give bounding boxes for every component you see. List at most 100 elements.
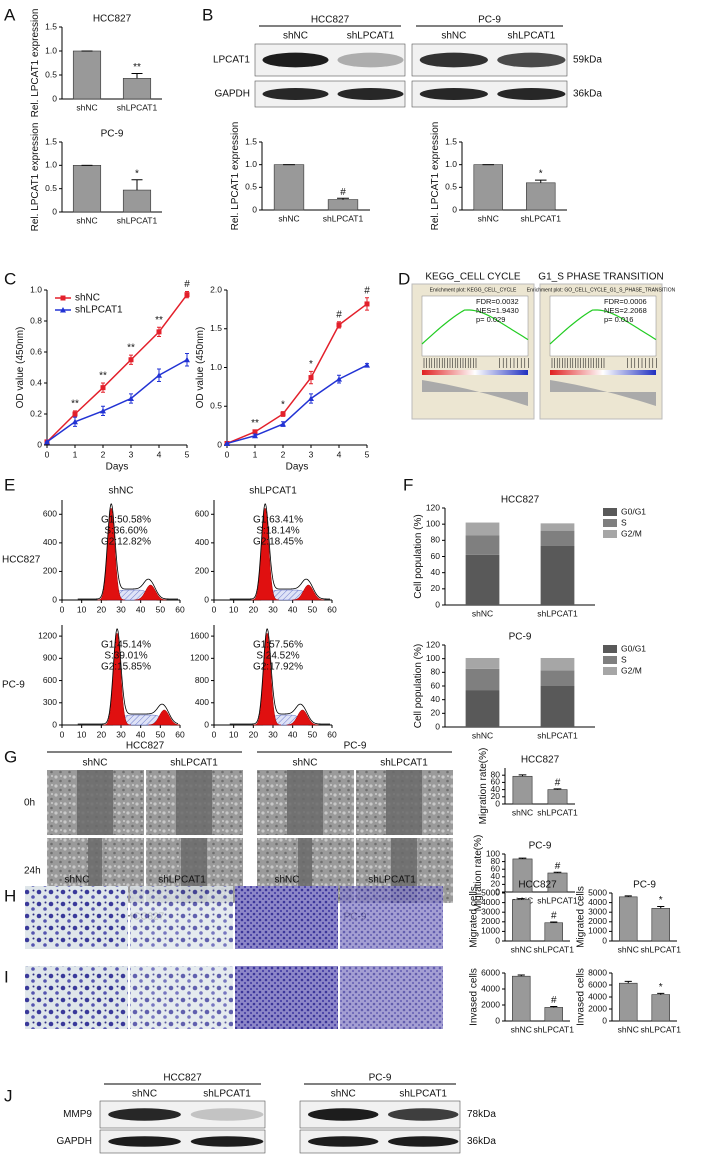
significance: * [659, 982, 663, 993]
bar [327, 199, 359, 211]
cycle-stat: G2:17.92% [253, 662, 303, 673]
y-tick-label: 40 [431, 694, 441, 704]
y-tick-label: 0 [52, 206, 57, 216]
error-bar [131, 179, 143, 191]
lane-label: shNC [64, 875, 89, 886]
size-label: 78kDa [467, 1109, 496, 1120]
x-tick-label: shLPCAT1 [537, 807, 578, 817]
bar [526, 182, 556, 211]
x-tick-label: shLPCAT1 [323, 213, 364, 223]
y-tick-label: 800 [195, 675, 209, 685]
g2-peak [148, 709, 181, 726]
error-bar [517, 898, 525, 900]
gsea-stat: p= 0.029 [476, 315, 505, 324]
chart-title: HCC827 [518, 880, 557, 891]
y-tick-label: 200 [43, 566, 57, 576]
y-axis-label: Rel. LPCAT1 expression [30, 123, 41, 232]
g2-peak [134, 584, 167, 601]
y-tick-label: 100 [486, 848, 500, 858]
y-tick-label: 1.0 [445, 159, 457, 169]
gsea-stat: FDR=0.0032 [476, 297, 519, 306]
bar [547, 789, 568, 805]
y-tick-label: 1000 [588, 926, 607, 936]
micrograph [130, 966, 233, 1029]
y-tick-label: 0 [252, 204, 257, 214]
lane-label: shNC [274, 875, 299, 886]
bar-segment [540, 657, 575, 671]
gsea-metric [422, 380, 528, 406]
x-tick-label: shLPCAT1 [534, 1024, 575, 1034]
x-tick-label: 5 [365, 449, 370, 459]
x-tick-label: 40 [136, 604, 146, 614]
gsea-stat: p= 0.016 [604, 315, 633, 324]
x-tick-label: 30 [116, 729, 126, 739]
time-label: 24h [24, 866, 41, 877]
x-tick-label: 30 [268, 604, 278, 614]
x-tick-label: 0 [45, 449, 50, 459]
y-tick-label: 20 [431, 708, 441, 718]
cycle-stat: G1:63.41% [253, 515, 303, 526]
x-tick-label: shNC [278, 213, 299, 223]
x-tick-label: shNC [618, 1024, 639, 1034]
y-tick-label: 4000 [588, 991, 607, 1001]
band [190, 1136, 264, 1147]
y-axis-label: Migrated cells [575, 886, 586, 948]
micrograph [130, 886, 233, 949]
y-tick-label: 0 [204, 719, 209, 729]
error-bar [553, 788, 562, 790]
lane-label: shLPCAT1 [347, 31, 395, 42]
y-tick-label: 20 [491, 879, 501, 889]
blot-frame [99, 1129, 266, 1154]
gsea-metric [550, 380, 656, 406]
bar [544, 922, 563, 942]
x-tick-label: shLPCAT1 [537, 895, 578, 905]
legend-swatch [603, 656, 617, 664]
error-bar [550, 1005, 558, 1008]
y-tick-label: 80 [431, 667, 441, 677]
significance: * [539, 169, 543, 180]
lane-label: shLPCAT1 [399, 1089, 447, 1100]
row-label: HCC827 [2, 555, 41, 566]
y-tick-label: 0 [452, 204, 457, 214]
y-tick-label: 6000 [588, 979, 607, 989]
y-tick-label: 1.5 [210, 323, 222, 333]
blot-group: PC-9 [369, 1073, 392, 1084]
gsea-stat: NES=1.9430 [476, 306, 519, 315]
g2-peak [292, 584, 325, 601]
y-tick-label: 100 [426, 518, 440, 528]
y-tick-label: 2.0 [210, 284, 222, 294]
row-label: GAPDH [214, 89, 250, 100]
significance: ** [133, 62, 141, 73]
row-label: PC-9 [2, 680, 25, 691]
band [388, 1108, 459, 1121]
y-tick-label: 2000 [588, 916, 607, 926]
envelope [229, 503, 331, 600]
y-tick-label: 400 [195, 697, 209, 707]
x-tick-label: shNC [511, 944, 532, 954]
band [419, 88, 488, 100]
lane-label: shLPCAT1 [203, 1089, 251, 1100]
x-tick-label: 20 [249, 729, 259, 739]
error-bar [550, 921, 558, 923]
g1-peak [251, 507, 280, 601]
bar [512, 775, 533, 805]
band [308, 1136, 379, 1147]
y-tick-label: 0 [435, 599, 440, 609]
x-tick-label: 0 [225, 449, 230, 459]
group-label: HCC827 [126, 741, 165, 752]
y-tick-label: 300 [43, 697, 57, 707]
y-tick-label: 600 [195, 509, 209, 519]
bar [72, 165, 102, 213]
lane-label: shNC [283, 31, 308, 42]
bar [122, 78, 152, 100]
y-tick-label: 0 [495, 798, 500, 808]
marker [100, 385, 106, 391]
y-tick-label: 4000 [481, 983, 500, 993]
x-tick-label: shNC [618, 944, 639, 954]
cycle-stat: S:39.01% [104, 651, 147, 662]
band [262, 88, 329, 100]
size-label: 59kDa [573, 55, 602, 66]
bar [651, 994, 670, 1022]
significance: # [551, 911, 557, 922]
